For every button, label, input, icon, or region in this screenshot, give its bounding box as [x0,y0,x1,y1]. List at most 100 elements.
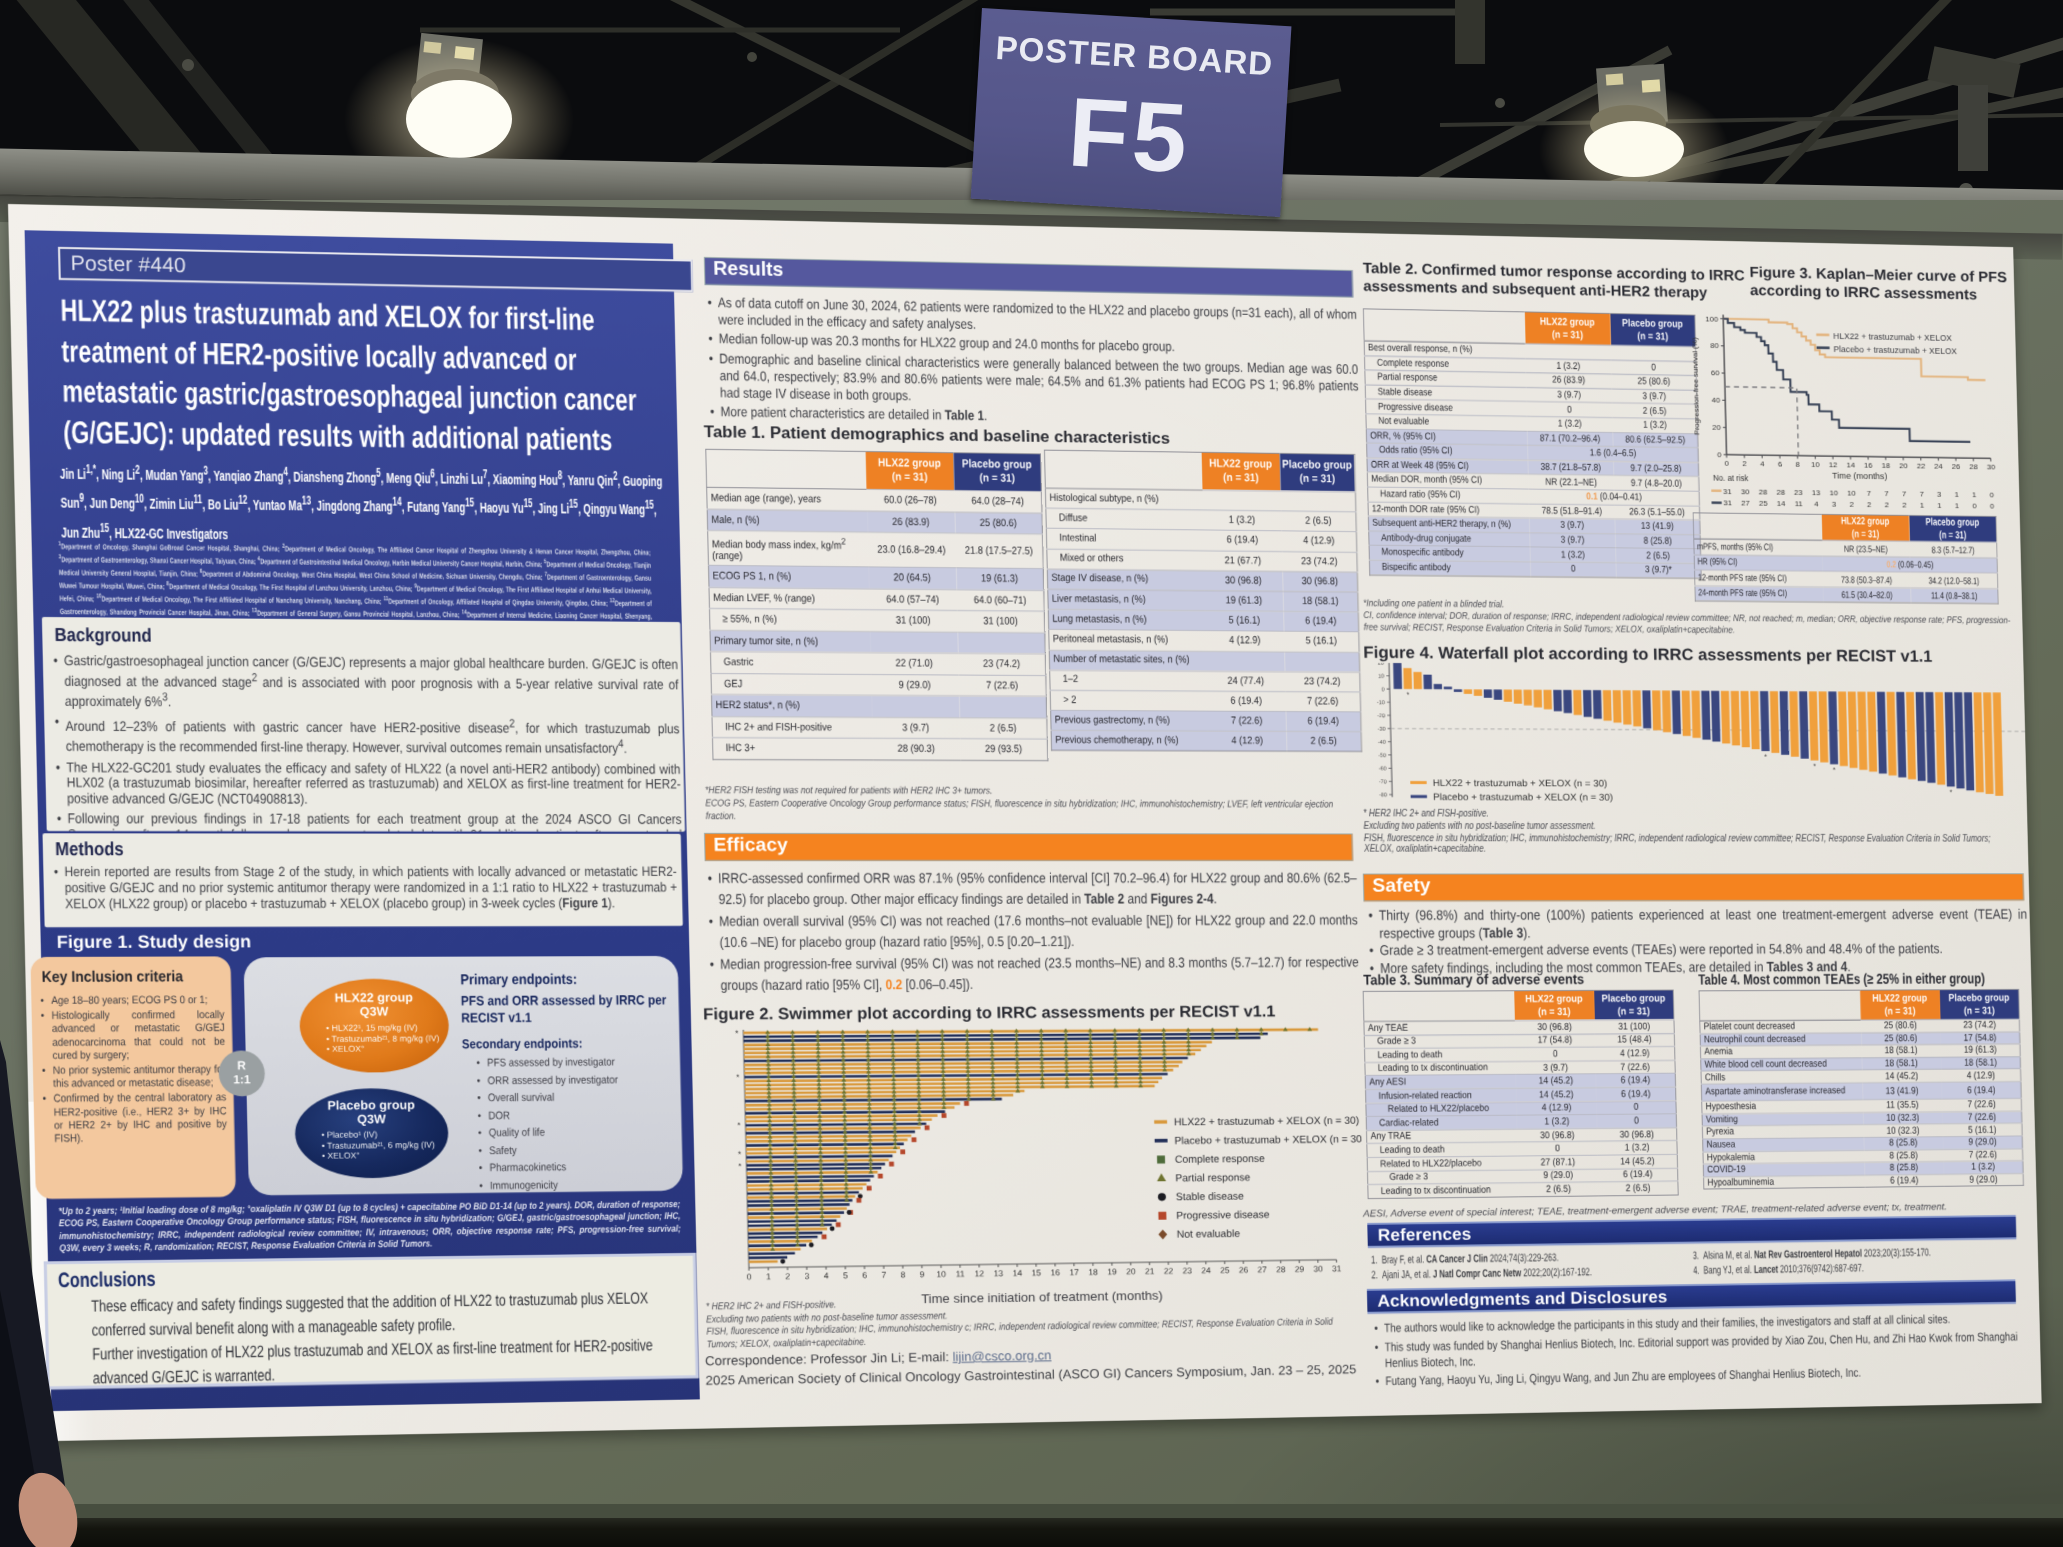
svg-text:20: 20 [1126,1267,1136,1277]
svg-text:*: * [1950,788,1953,796]
svg-text:1: 1 [1955,501,1960,510]
svg-text:*: * [738,1161,742,1171]
svg-text:2: 2 [1867,500,1872,509]
svg-text:Progression-free survival (%): Progression-free survival (%) [1690,337,1702,435]
svg-text:27: 27 [1257,1265,1267,1275]
svg-text:Placebo + trastuzumab + XELOX: Placebo + trastuzumab + XELOX [1834,344,1958,355]
svg-text:No. at risk: No. at risk [1713,473,1749,483]
svg-text:13: 13 [993,1269,1003,1279]
svg-text:12: 12 [974,1269,984,1279]
svg-text:0: 0 [1382,687,1386,693]
svg-text:28: 28 [1759,487,1768,496]
svg-text:Partial response: Partial response [1175,1173,1250,1185]
svg-text:14: 14 [1012,1269,1022,1279]
svg-text:26: 26 [1239,1265,1249,1275]
svg-text:-50: -50 [1378,753,1387,759]
svg-text:28: 28 [1777,487,1786,496]
svg-text:24: 24 [1934,461,1943,470]
svg-text:-70: -70 [1379,779,1388,785]
svg-text:*: * [1407,690,1410,698]
svg-text:25: 25 [1220,1266,1230,1276]
svg-text:18: 18 [1088,1268,1098,1278]
svg-text:7: 7 [1902,489,1907,498]
svg-text:2: 2 [1885,500,1890,509]
svg-text:28: 28 [1969,462,1978,471]
svg-text:13: 13 [1812,488,1821,497]
svg-text:23: 23 [1182,1266,1192,1276]
svg-text:*: * [1764,752,1767,760]
svg-text:21: 21 [1145,1267,1155,1277]
svg-text:31: 31 [1723,486,1732,495]
svg-text:Placebo + trastuzumab + XELOX: Placebo + trastuzumab + XELOX (n = 30) [1433,792,1613,802]
svg-text:12: 12 [1829,460,1838,469]
svg-text:0: 0 [746,1272,751,1282]
svg-text:1: 1 [1955,489,1960,498]
svg-text:HLX22 + trastuzumab + XELOX (n: HLX22 + trastuzumab + XELOX (n = 30) [1174,1116,1359,1129]
svg-text:10: 10 [1811,460,1820,469]
svg-text:1: 1 [1938,501,1943,510]
svg-text:16: 16 [1050,1268,1060,1278]
svg-text:-20: -20 [1377,713,1386,719]
svg-text:3: 3 [1937,489,1942,498]
svg-text:-80: -80 [1379,792,1388,798]
svg-text:3: 3 [1832,500,1837,509]
svg-text:31: 31 [1724,498,1733,507]
svg-text:*: * [1813,761,1816,769]
svg-text:20: 20 [1899,461,1908,470]
svg-text:3: 3 [804,1272,809,1282]
svg-text:7: 7 [1920,489,1925,498]
svg-text:1: 1 [1920,501,1925,510]
svg-text:14: 14 [1777,499,1786,508]
svg-text:23: 23 [1794,487,1803,496]
svg-text:10: 10 [1830,488,1839,497]
svg-text:30: 30 [1313,1264,1323,1274]
svg-text:0: 0 [1717,450,1722,459]
svg-text:7: 7 [881,1270,886,1280]
svg-text:Complete response: Complete response [1175,1154,1265,1166]
svg-text:14: 14 [1847,460,1856,469]
svg-text:25: 25 [1759,499,1768,508]
svg-text:Progressive disease: Progressive disease [1176,1210,1270,1222]
svg-text:*: * [735,1029,739,1039]
svg-text:40: 40 [1712,395,1721,404]
svg-text:20: 20 [1712,423,1721,432]
svg-text:-10: -10 [1377,700,1386,706]
svg-text:100: 100 [1706,314,1719,323]
svg-text:29: 29 [1295,1265,1305,1275]
svg-text:4: 4 [1760,459,1765,468]
svg-text:16: 16 [1864,460,1873,469]
svg-text:26: 26 [1952,462,1961,471]
svg-text:Not evaluable: Not evaluable [1176,1229,1240,1241]
svg-text:1: 1 [766,1272,771,1282]
svg-text:1: 1 [1972,490,1977,499]
svg-text:28: 28 [1276,1265,1286,1275]
svg-text:27: 27 [1741,499,1750,508]
svg-text:80: 80 [1711,341,1720,350]
svg-text:17: 17 [1069,1268,1079,1278]
svg-text:8: 8 [1796,459,1801,468]
svg-text:2: 2 [1743,459,1748,468]
svg-text:11: 11 [956,1269,965,1279]
svg-text:-60: -60 [1379,766,1388,772]
svg-text:10: 10 [1847,488,1856,497]
svg-text:31: 31 [1332,1264,1342,1273]
svg-text:18: 18 [1882,461,1891,470]
svg-text:6: 6 [862,1271,867,1281]
svg-text:2: 2 [1902,501,1907,510]
svg-text:24: 24 [1201,1266,1211,1276]
svg-text:HLX22 + trastuzumab + XELOX: HLX22 + trastuzumab + XELOX [1833,332,1952,343]
svg-text:-40: -40 [1378,740,1387,746]
svg-text:22: 22 [1164,1266,1174,1276]
svg-text:0: 0 [1973,502,1978,511]
svg-text:4: 4 [824,1271,829,1281]
svg-text:Placebo + trastuzumab + XELOX: Placebo + trastuzumab + XELOX (n = 30) [1174,1134,1365,1147]
svg-text:-30: -30 [1378,726,1387,732]
svg-text:22: 22 [1917,461,1926,470]
svg-text:11: 11 [1795,499,1803,508]
svg-text:*: * [736,1073,740,1083]
svg-text:19: 19 [1107,1267,1117,1277]
svg-text:5: 5 [843,1271,848,1281]
svg-text:20: 20 [1378,662,1385,666]
svg-text:4: 4 [1814,500,1819,509]
svg-text:9: 9 [919,1270,924,1280]
